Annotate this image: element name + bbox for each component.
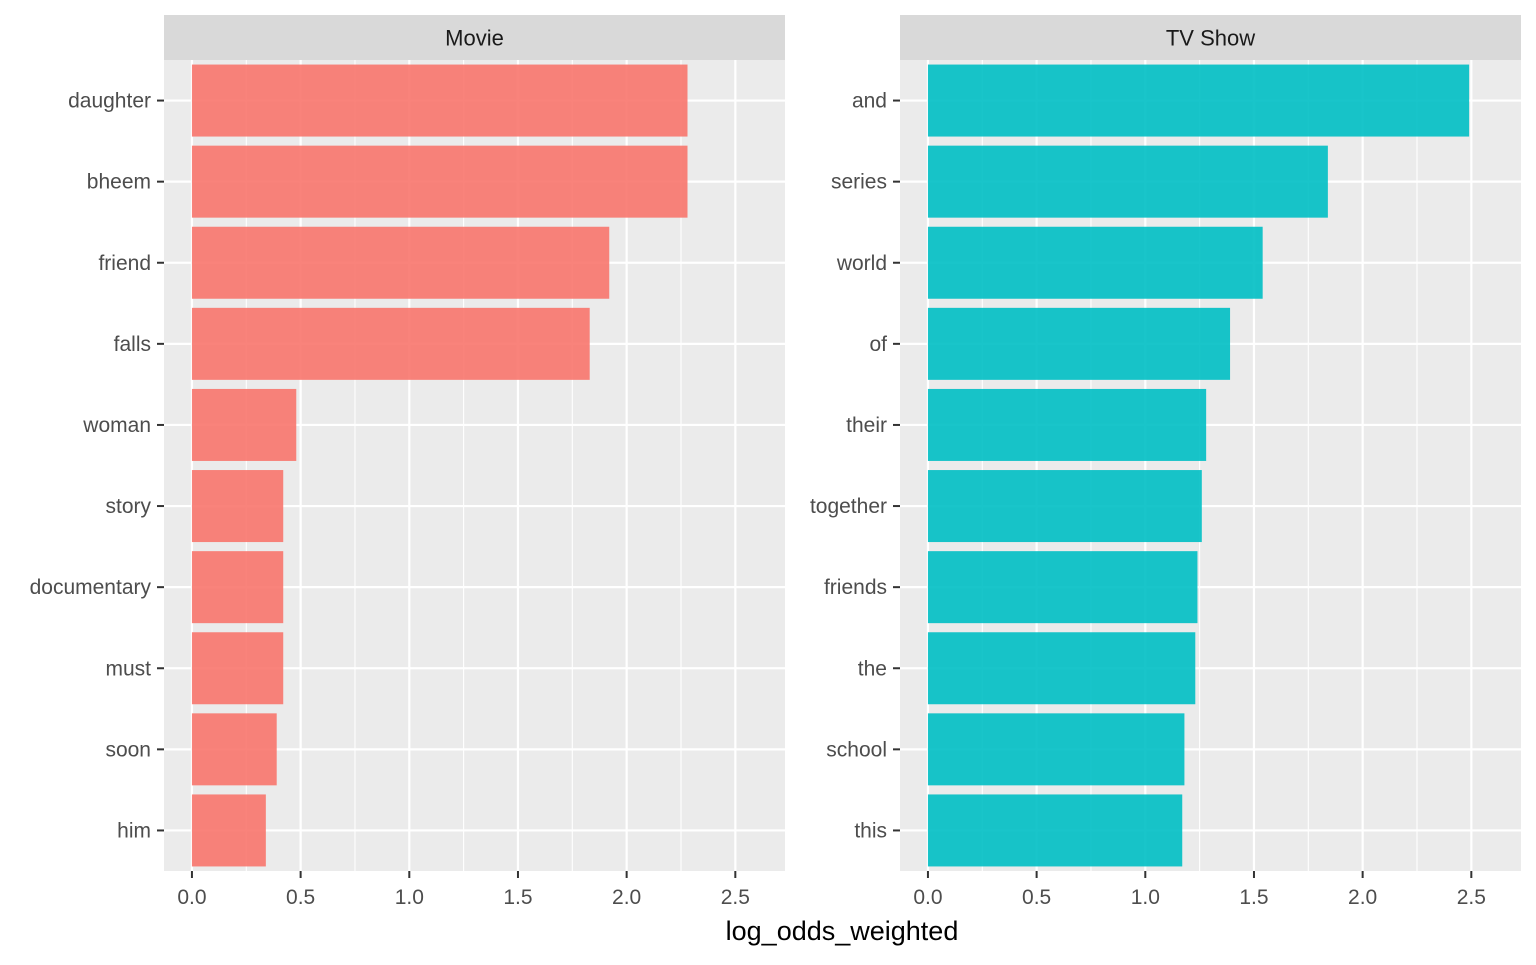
y-tick-label-movie: soon	[105, 738, 151, 761]
x-tick-label-tv-show: 2.5	[1457, 886, 1486, 909]
facet-title-movie: Movie	[445, 26, 504, 51]
bar-tv-show-together	[927, 470, 1202, 543]
x-tick-label-tv-show: 0.5	[1022, 886, 1051, 909]
bar-movie-bheem	[191, 145, 688, 218]
y-tick-label-tv-show: their	[846, 414, 887, 437]
facet-panel-tv-show: TV Show and series world of their together frie…	[810, 15, 1521, 909]
y-tick-label-movie: documentary	[30, 576, 152, 599]
bar-tv-show-world	[927, 226, 1263, 299]
y-tick-label-tv-show: series	[831, 171, 887, 194]
bar-tv-show-their	[927, 388, 1207, 461]
bar-movie-documentary	[191, 551, 284, 624]
y-tick-label-tv-show: world	[836, 252, 887, 275]
x-tick-label-movie: 2.5	[721, 886, 750, 909]
y-tick-label-movie: must	[105, 657, 151, 680]
y-tick-label-tv-show: of	[869, 333, 887, 356]
y-tick-label-movie: friend	[98, 252, 151, 275]
x-axis-title: log_odds_weighted	[726, 916, 959, 946]
bar-movie-daughter	[191, 64, 688, 137]
bar-tv-show-this	[927, 794, 1183, 867]
y-tick-label-movie: woman	[82, 414, 151, 437]
bar-tv-show-of	[927, 307, 1231, 380]
bar-tv-show-school	[927, 713, 1185, 786]
y-tick-label-movie: bheem	[87, 171, 151, 194]
facet-title-tv-show: TV Show	[1166, 26, 1255, 51]
y-tick-label-movie: story	[105, 495, 151, 518]
bar-movie-friend	[191, 226, 610, 299]
x-tick-label-movie: 0.5	[286, 886, 315, 909]
bar-movie-woman	[191, 388, 297, 461]
bar-movie-soon	[191, 713, 277, 786]
bar-movie-him	[191, 794, 266, 867]
x-tick-label-movie: 2.0	[612, 886, 641, 909]
y-tick-label-movie: daughter	[68, 90, 151, 113]
x-tick-label-movie: 1.0	[395, 886, 424, 909]
y-tick-label-tv-show: school	[826, 738, 887, 761]
x-tick-label-movie: 1.5	[503, 886, 532, 909]
bar-movie-falls	[191, 307, 590, 380]
facet-strip-tv-show	[900, 15, 1521, 60]
bar-movie-story	[191, 470, 284, 543]
y-tick-label-tv-show: and	[852, 90, 887, 113]
bar-movie-must	[191, 632, 284, 705]
y-tick-label-tv-show: friends	[824, 576, 887, 599]
bar-tv-show-friends	[927, 551, 1198, 624]
facet-strip-movie	[164, 15, 785, 60]
y-tick-label-tv-show: together	[810, 495, 887, 518]
y-tick-label-movie: falls	[114, 333, 151, 356]
x-tick-label-tv-show: 2.0	[1348, 886, 1377, 909]
bar-tv-show-the	[927, 632, 1196, 705]
x-tick-label-tv-show: 1.5	[1239, 886, 1268, 909]
x-tick-label-movie: 0.0	[177, 886, 206, 909]
bar-tv-show-and	[927, 64, 1470, 137]
x-tick-label-tv-show: 0.0	[913, 886, 942, 909]
facet-panel-movie: Movie daughter bheem friend falls woman story d…	[30, 15, 785, 909]
bar-tv-show-series	[927, 145, 1328, 218]
x-tick-label-tv-show: 1.0	[1131, 886, 1160, 909]
y-tick-label-tv-show: this	[854, 819, 887, 842]
y-tick-label-tv-show: the	[858, 657, 887, 680]
y-tick-label-movie: him	[117, 819, 151, 842]
